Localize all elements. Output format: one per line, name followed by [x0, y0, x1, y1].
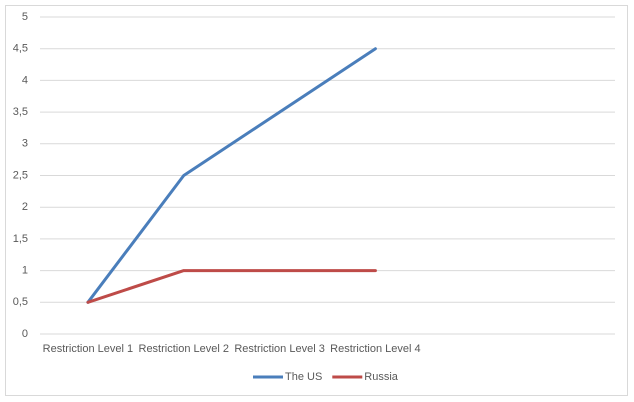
y-tick-label: 2 [22, 201, 28, 213]
y-tick-label: 2,5 [13, 169, 28, 181]
y-tick-label: 0 [22, 328, 28, 340]
y-tick-label: 3 [22, 138, 28, 150]
data-line [86, 269, 377, 304]
y-tick-label: 1 [22, 265, 28, 277]
y-tick-label: 4,5 [13, 43, 28, 55]
y-tick-label: 5 [22, 11, 28, 23]
legend-label: Russia [364, 371, 399, 383]
y-tick-label: 1,5 [13, 233, 28, 245]
legend-label: The US [285, 371, 322, 383]
chart-frame [5, 5, 628, 396]
x-tick-label: Restriction Level 1 [43, 343, 134, 355]
y-tick-label: 4 [22, 74, 28, 86]
data-line [86, 47, 377, 304]
x-tick-label: Restriction Level 2 [139, 343, 230, 355]
x-tick-label: Restriction Level 4 [330, 343, 421, 355]
y-tick-label: 3,5 [13, 106, 28, 118]
x-tick-label: Restriction Level 3 [234, 343, 325, 355]
y-tick-label: 0,5 [13, 296, 28, 308]
